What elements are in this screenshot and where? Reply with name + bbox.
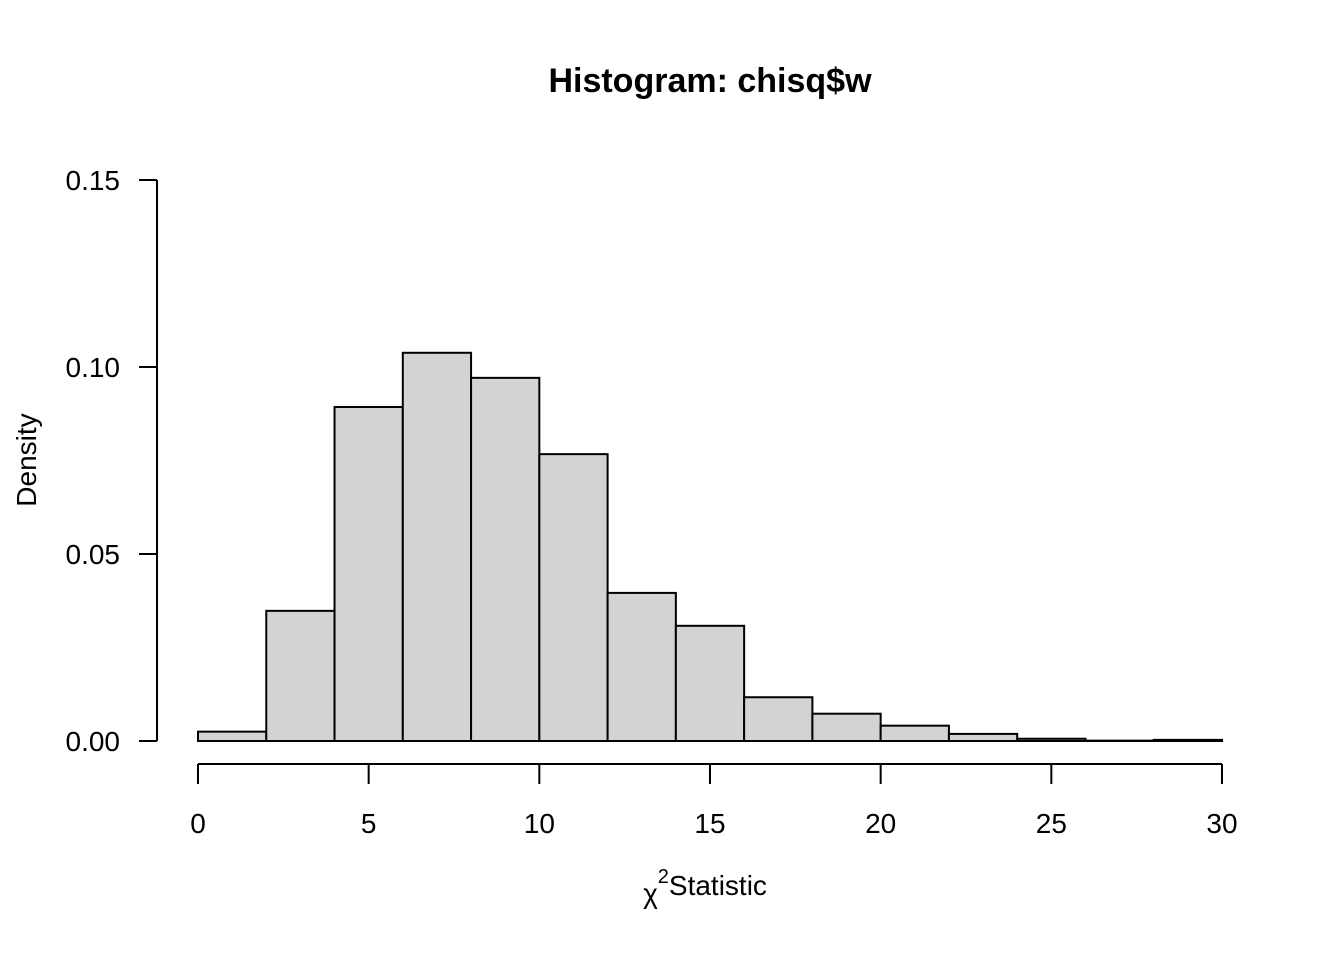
- x-tick-label: 5: [361, 808, 377, 839]
- y-axis-label: Density: [11, 413, 42, 506]
- x-tick-label: 25: [1036, 808, 1067, 839]
- x-axis-label-text: Statistic: [669, 870, 767, 901]
- x-tick-label: 10: [524, 808, 555, 839]
- y-tick-label: 0.00: [66, 726, 121, 757]
- y-tick-label: 0.05: [66, 539, 121, 570]
- y-axis-ticks: 0.00 0.05 0.10 0.15: [66, 165, 157, 757]
- x-tick-label: 30: [1206, 808, 1237, 839]
- x-tick-label: 15: [694, 808, 725, 839]
- histogram-bar: [470, 376, 541, 742]
- histogram-bar: [811, 712, 882, 742]
- histogram-bar: [947, 732, 1019, 742]
- y-tick-label: 0.10: [66, 352, 121, 383]
- histogram-bar: [743, 696, 814, 743]
- histogram-bar: [606, 591, 677, 742]
- x-tick-label: 20: [865, 808, 896, 839]
- histogram-bar: [538, 453, 609, 742]
- histogram-bar: [265, 609, 336, 743]
- x-axis-label-symbol: χ: [643, 878, 658, 909]
- histogram-bar: [197, 730, 268, 743]
- histogram-bar: [879, 724, 950, 743]
- histogram-bars: [197, 351, 1223, 743]
- chart-title: Histogram: chisq$w: [548, 62, 872, 100]
- x-axis-label-superscript: 2: [658, 866, 669, 888]
- x-tick-label: 0: [190, 808, 206, 839]
- histogram-bar: [333, 406, 404, 742]
- y-tick-label: 0.15: [66, 165, 121, 196]
- histogram-bar: [1152, 738, 1223, 742]
- x-axis-label: χ2Statistic: [643, 866, 767, 909]
- histogram-bar: [401, 351, 473, 742]
- histogram-bar: [674, 624, 746, 742]
- histogram-bar: [1016, 737, 1087, 742]
- x-axis-ticks: 0 5 10 15 20 25 30: [190, 764, 1238, 839]
